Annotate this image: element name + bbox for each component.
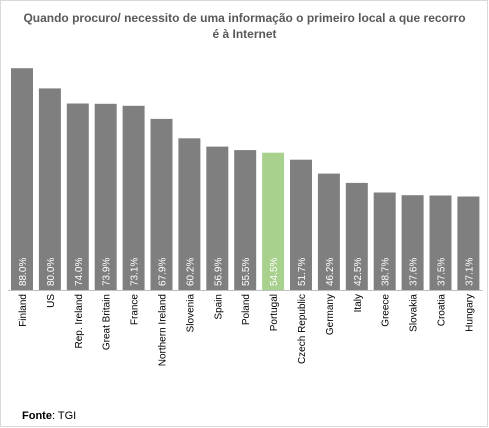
value-label-poland: 55.5% <box>241 258 252 286</box>
value-label-finland: 88.0% <box>18 258 29 286</box>
category-label-slovenia: Slovenia <box>185 294 196 333</box>
bar-northern-ireland <box>150 118 173 291</box>
value-label-hungary: 37.1% <box>464 258 475 286</box>
value-label-great-britain: 73.9% <box>102 258 113 286</box>
category-label-finland: Finland <box>18 294 29 327</box>
value-label-slovenia: 60.2% <box>185 258 196 286</box>
category-label-italy: Italy <box>353 294 364 312</box>
category-label-us: US <box>46 294 57 308</box>
category-label-spain: Spain <box>213 294 224 320</box>
bar-rep-ireland <box>66 103 89 290</box>
category-label-poland: Poland <box>241 294 252 325</box>
bar-france <box>122 105 145 290</box>
value-label-italy: 42.5% <box>353 258 364 286</box>
category-label-rep-ireland: Rep. Ireland <box>74 294 85 348</box>
category-label-greece: Greece <box>381 294 392 327</box>
category-label-croatia: Croatia <box>437 294 448 327</box>
source-note: Fonte: TGI <box>22 410 76 422</box>
bar-czech-republic <box>290 159 312 290</box>
value-label-us: 80.0% <box>46 258 57 286</box>
value-label-croatia: 37.5% <box>437 258 448 286</box>
bar-spain <box>206 146 229 290</box>
category-label-northern-ireland: Northern Ireland <box>158 294 169 366</box>
bar-portugal <box>262 152 285 290</box>
value-label-france: 73.1% <box>130 258 141 286</box>
category-label-france: France <box>130 294 141 326</box>
value-label-slovakia: 37.6% <box>409 258 420 286</box>
source-value: : TGI <box>51 410 77 422</box>
bar-great-britain <box>94 103 117 290</box>
value-label-portugal: 54.5% <box>269 258 280 286</box>
category-label-hungary: Hungary <box>464 294 475 332</box>
value-label-greece: 38.7% <box>381 258 392 286</box>
source-label: Fonte <box>22 410 52 422</box>
bar-slovakia <box>401 195 424 290</box>
bars-group <box>11 68 480 291</box>
bar-poland <box>234 150 257 290</box>
bar-italy <box>345 182 368 290</box>
category-label-portugal: Portugal <box>269 294 280 331</box>
category-labels-group: Finland US Rep. Ireland Great Britain France… <box>18 294 475 367</box>
value-label-northern-ireland: 67.9% <box>158 258 169 286</box>
chart-title: Quando procuro/ necessito de uma informa… <box>23 11 466 41</box>
category-label-czech-republic: Czech Republic <box>297 294 308 364</box>
bar-germany <box>317 173 340 290</box>
bar-finland <box>11 68 33 290</box>
value-label-germany: 46.2% <box>325 258 336 286</box>
value-label-spain: 56.9% <box>213 258 224 286</box>
bar-slovenia <box>178 138 201 290</box>
bar-greece <box>373 192 396 290</box>
category-label-slovakia: Slovakia <box>409 294 420 332</box>
category-label-great-britain: Great Britain <box>102 294 113 350</box>
value-label-rep-ireland: 74.0% <box>74 258 85 286</box>
value-labels-group: 88.0% 80.0% 74.0% 73.9% 73.1% 67.9% 60.2% 56.9%… <box>18 258 475 286</box>
bar-croatia <box>429 195 452 290</box>
bar-hungary <box>457 196 480 290</box>
category-label-germany: Germany <box>325 294 336 335</box>
value-label-czech-republic: 51.7% <box>297 258 308 286</box>
bar-us <box>38 88 61 291</box>
